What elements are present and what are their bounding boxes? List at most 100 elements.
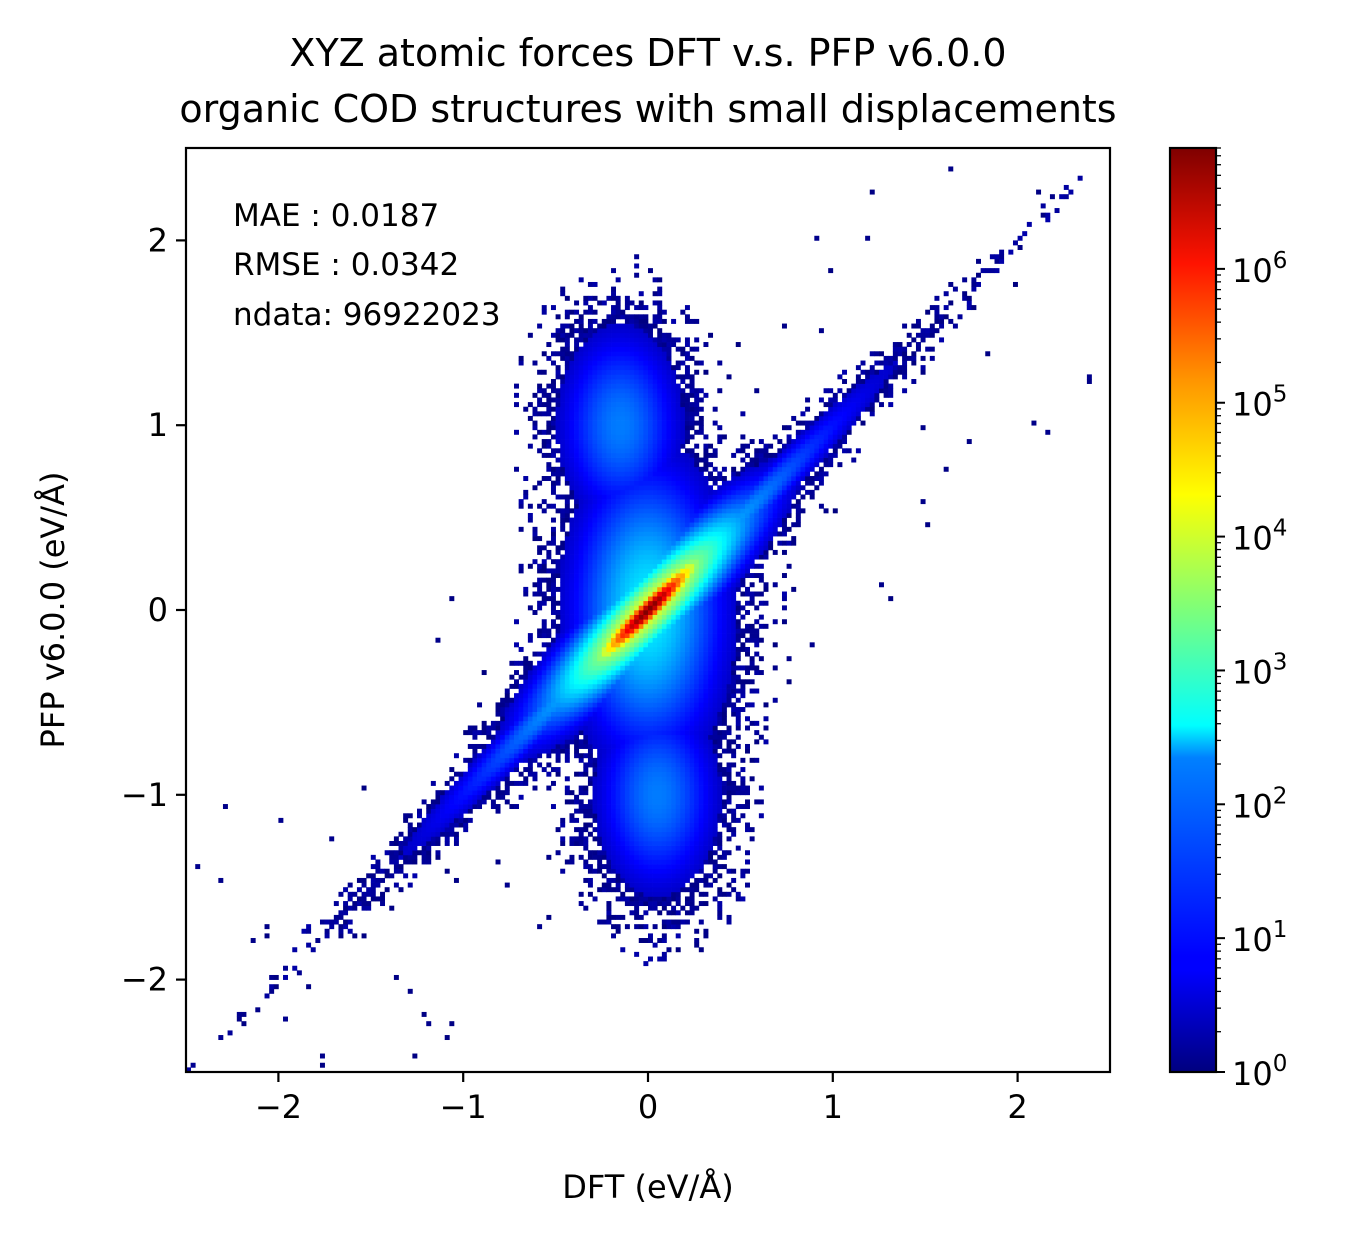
heatmap-cell — [541, 711, 547, 717]
heatmap-cell — [546, 355, 552, 361]
heatmap-cell — [555, 716, 561, 722]
heatmap-cell — [666, 429, 672, 435]
heatmap-cell — [629, 817, 635, 823]
heatmap-cell — [680, 919, 686, 925]
heatmap-cell — [694, 466, 700, 472]
heatmap-cell — [611, 420, 617, 426]
heatmap-cell — [634, 392, 640, 398]
heatmap-cell — [597, 623, 603, 629]
heatmap-cell — [587, 780, 593, 786]
heatmap-cell — [684, 827, 690, 833]
heatmap-cell — [583, 845, 589, 851]
heatmap-cell — [643, 794, 649, 800]
heatmap-cell — [587, 503, 593, 509]
heatmap-cell — [606, 697, 612, 703]
heatmap-cell — [657, 780, 663, 786]
heatmap-cell — [712, 568, 718, 574]
heatmap-cell — [675, 480, 681, 486]
heatmap-cell — [680, 526, 686, 532]
heatmap-cell — [592, 522, 598, 528]
heatmap-cell — [606, 817, 612, 823]
heatmap-cell — [689, 512, 695, 518]
heatmap-cell — [698, 707, 704, 712]
heatmap-cell — [643, 877, 649, 883]
heatmap-cell — [550, 674, 556, 680]
heatmap-cell — [638, 656, 644, 662]
heatmap-cell — [421, 831, 427, 837]
heatmap-cell — [611, 591, 617, 597]
heatmap-cell — [574, 619, 580, 625]
heatmap-cell — [689, 545, 695, 551]
heatmap-cell — [495, 780, 501, 786]
heatmap-cell — [564, 859, 570, 865]
heatmap-cell — [615, 545, 621, 551]
heatmap-cell — [615, 536, 621, 542]
heatmap-cell — [652, 628, 658, 634]
heatmap-cell — [620, 947, 626, 953]
heatmap-cell — [661, 526, 667, 532]
heatmap-cell — [680, 443, 686, 449]
heatmap-cell — [620, 415, 626, 421]
heatmap-cell — [620, 448, 626, 454]
heatmap-cell — [417, 841, 422, 846]
heatmap-cell — [689, 605, 695, 611]
heatmap-cell — [634, 873, 640, 879]
heatmap-cell — [574, 799, 580, 805]
heatmap-cell — [555, 683, 561, 689]
heatmap-cell — [564, 466, 570, 472]
heatmap-cell — [661, 586, 667, 592]
heatmap-cell — [504, 753, 510, 759]
heatmap-cell — [481, 762, 487, 768]
heatmap-cell — [601, 429, 607, 435]
heatmap-cell — [592, 328, 598, 334]
heatmap-cell — [666, 831, 672, 837]
heatmap-cell — [652, 808, 658, 814]
heatmap-cell — [680, 351, 686, 357]
heatmap-cell — [698, 540, 704, 546]
heatmap-cell — [560, 323, 566, 329]
heatmap-cell — [574, 637, 580, 643]
heatmap-cell — [444, 817, 450, 823]
heatmap-cell — [708, 563, 714, 569]
heatmap-cell — [703, 790, 709, 796]
heatmap-cell — [550, 360, 556, 366]
heatmap-cell — [421, 799, 427, 805]
heatmap-cell — [615, 305, 621, 311]
heatmap-cell — [680, 767, 686, 773]
heatmap-cell — [694, 859, 700, 865]
heatmap-cell — [546, 425, 552, 431]
heatmap-cell — [666, 628, 672, 634]
heatmap-cell — [684, 318, 690, 324]
heatmap-cell — [587, 429, 593, 435]
heatmap-cell — [569, 859, 575, 865]
heatmap-cell — [634, 780, 640, 786]
heatmap-cell — [541, 670, 547, 676]
heatmap-cell — [624, 901, 630, 907]
heatmap-cell — [712, 836, 718, 842]
heatmap-cell — [555, 730, 561, 736]
heatmap-cell — [592, 623, 598, 629]
heatmap-cell — [652, 822, 658, 828]
heatmap-cell — [564, 406, 570, 412]
heatmap-cell — [689, 420, 695, 426]
heatmap-cell — [550, 711, 556, 717]
heatmap-cell — [583, 342, 589, 348]
heatmap-cell — [615, 392, 621, 398]
heatmap-cell — [648, 540, 653, 546]
heatmap-cell — [564, 443, 570, 449]
heatmap-cell — [661, 531, 667, 537]
heatmap-cell — [638, 494, 644, 500]
heatmap-cell — [578, 725, 584, 731]
heatmap-cell — [611, 540, 617, 546]
heatmap-cell — [472, 771, 478, 777]
heatmap-cell — [546, 716, 552, 722]
heatmap-cell — [407, 813, 413, 819]
heatmap-cell — [638, 314, 644, 320]
heatmap-cells — [186, 166, 1092, 1072]
heatmap-cell — [329, 919, 335, 925]
heatmap-cell — [560, 720, 566, 726]
heatmap-cell — [606, 651, 612, 657]
heatmap-cell — [583, 674, 589, 680]
heatmap-cell — [615, 374, 621, 380]
heatmap-cell — [680, 573, 686, 579]
